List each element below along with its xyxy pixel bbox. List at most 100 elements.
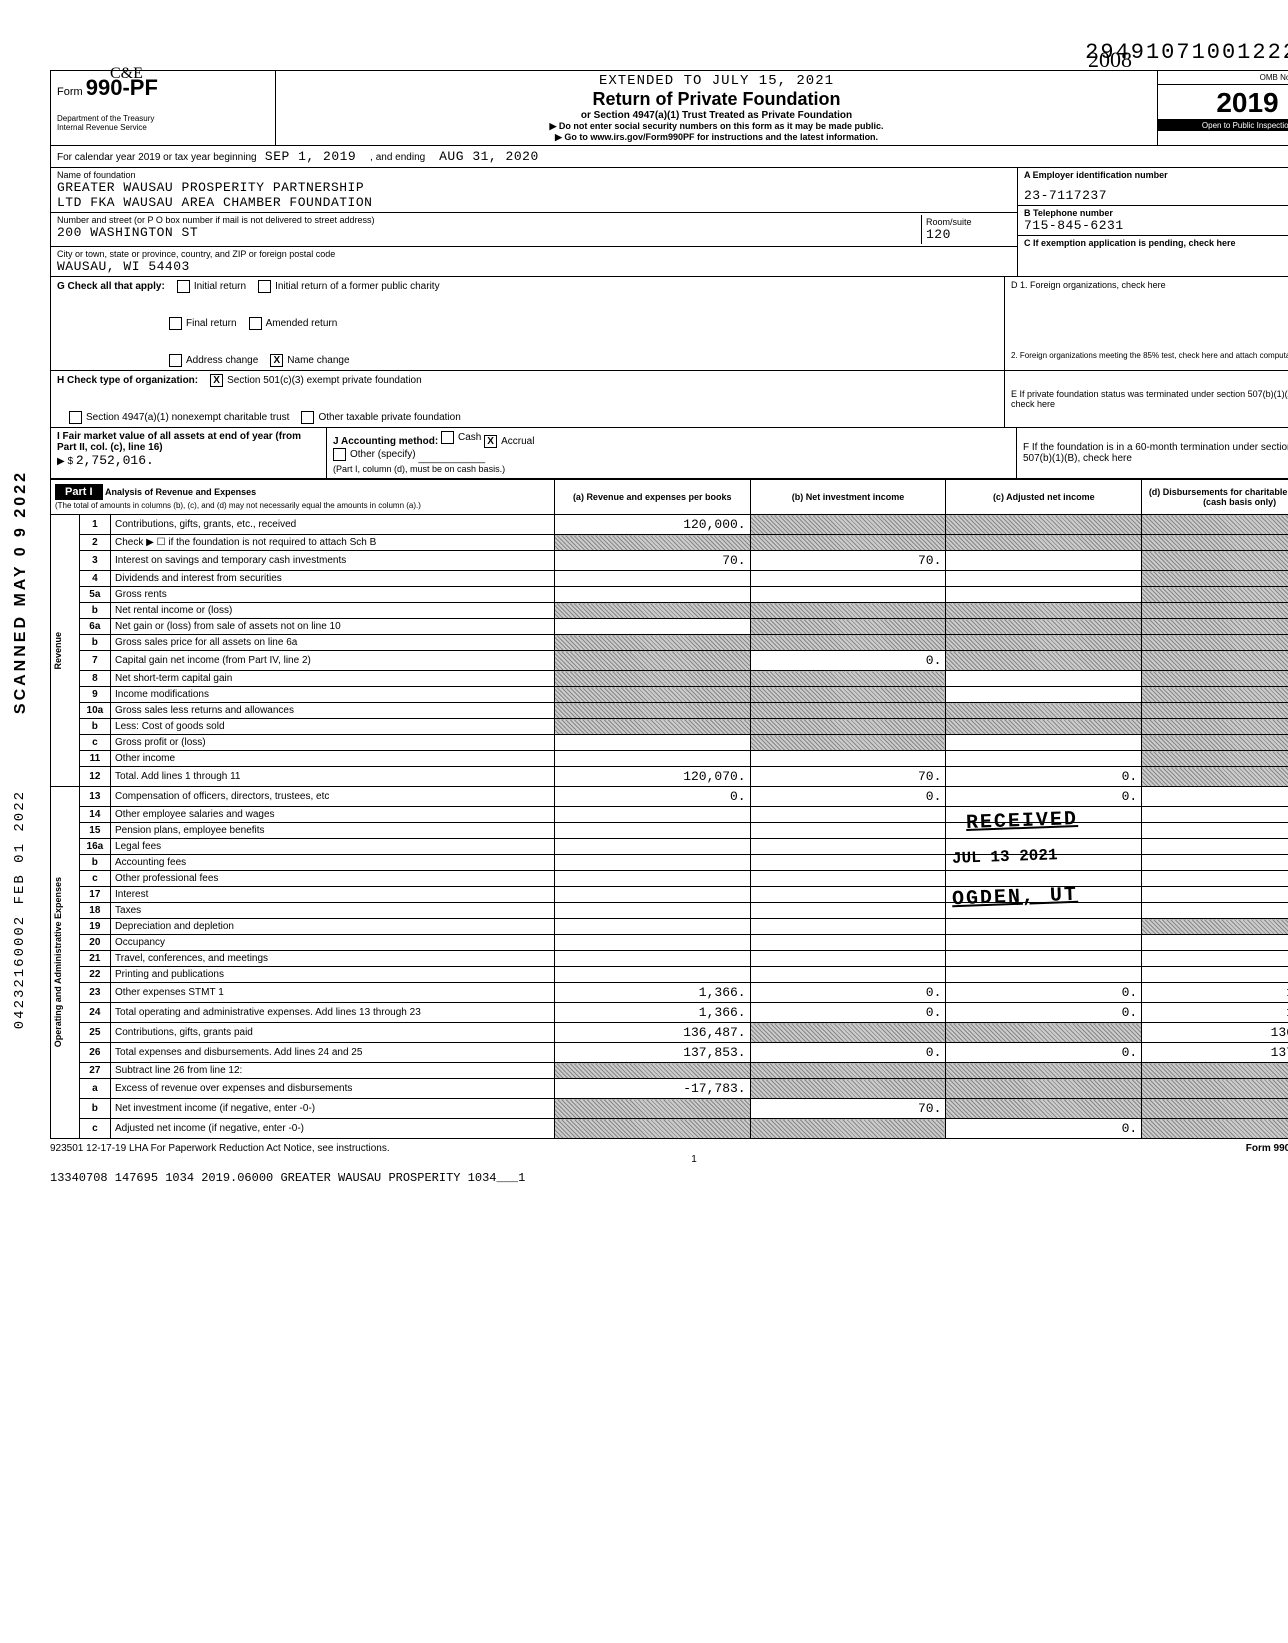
amount-cell (946, 919, 1142, 935)
instructions-link: ▶ Go to www.irs.gov/Form990PF for instru… (280, 132, 1153, 143)
line-label: Occupancy (111, 935, 555, 951)
amount-cell (1142, 1099, 1288, 1119)
amount-cell: 70. (750, 1099, 946, 1119)
d1-label: D 1. Foreign organizations, check here (1011, 280, 1166, 296)
line-number: 22 (79, 967, 110, 983)
line-label: Net investment income (if negative, ente… (111, 1099, 555, 1119)
amount-cell (946, 967, 1142, 983)
line-number: 7 (79, 651, 110, 671)
line-label: Net rental income or (loss) (111, 603, 555, 619)
initial-former-pc-checkbox[interactable] (258, 280, 271, 293)
amount-cell: 70. (750, 767, 946, 787)
line-number: 16a (79, 839, 110, 855)
amended-return-checkbox[interactable] (249, 317, 262, 330)
amount-cell: 0. (946, 1043, 1142, 1063)
amount-cell (750, 535, 946, 551)
amount-cell (750, 619, 946, 635)
amount-cell (1142, 951, 1288, 967)
amount-cell: 0. (1142, 787, 1288, 807)
amount-cell: 0. (554, 787, 750, 807)
opt-501c3: Section 501(c)(3) exempt private foundat… (227, 375, 422, 386)
amount-cell (946, 719, 1142, 735)
amount-cell (750, 951, 946, 967)
amount-cell (750, 603, 946, 619)
line-label: Gross sales price for all assets on line… (111, 635, 555, 651)
amount-cell (554, 635, 750, 651)
page-number: 1 (50, 1154, 1288, 1165)
final-return-checkbox[interactable] (169, 317, 182, 330)
amount-cell (554, 903, 750, 919)
amount-cell (1142, 935, 1288, 951)
received-stamp: RECEIVED (966, 808, 1079, 835)
amount-cell (1142, 839, 1288, 855)
line-number: c (79, 1119, 110, 1139)
tax-year-begin: SEP 1, 2019 (265, 149, 356, 164)
amount-cell (750, 735, 946, 751)
cash-checkbox[interactable] (441, 431, 454, 444)
line-number: 1 (79, 515, 110, 535)
amount-cell: 0. (946, 787, 1142, 807)
amount-cell (750, 855, 946, 871)
fmv-amount: 2,752,016. (76, 453, 154, 468)
line-number: a (79, 1079, 110, 1099)
amount-cell (946, 703, 1142, 719)
amount-cell (1142, 871, 1288, 887)
line-label: Pension plans, employee benefits (111, 823, 555, 839)
name-change-checkbox[interactable]: X (270, 354, 283, 367)
line-number: c (79, 735, 110, 751)
amount-cell: 70. (750, 551, 946, 571)
form-prefix: Form (57, 86, 83, 98)
line-number: 21 (79, 951, 110, 967)
amount-cell (1142, 671, 1288, 687)
j-note: (Part I, column (d), must be on cash bas… (333, 464, 505, 474)
line-label: Travel, conferences, and meetings (111, 951, 555, 967)
line-number: 19 (79, 919, 110, 935)
line-number: b (79, 719, 110, 735)
amount-cell: 0. (750, 651, 946, 671)
line-label: Subtract line 26 from line 12: (111, 1063, 555, 1079)
part-i-title: Analysis of Revenue and Expenses (105, 487, 256, 497)
line-label: Gross sales less returns and allowances (111, 703, 555, 719)
line-label: Net short-term capital gain (111, 671, 555, 687)
amount-cell (946, 735, 1142, 751)
form-subtitle: or Section 4947(a)(1) Trust Treated as P… (280, 110, 1153, 121)
line-label: Depreciation and depletion (111, 919, 555, 935)
other-taxable-pf-checkbox[interactable] (301, 411, 314, 424)
amount-cell (1142, 903, 1288, 919)
batch-code: 04232160002 FEB 01 2022 (12, 790, 28, 1029)
4947a1-checkbox[interactable] (69, 411, 82, 424)
amount-cell (1142, 603, 1288, 619)
amount-cell (554, 619, 750, 635)
initial-return-checkbox[interactable] (177, 280, 190, 293)
amount-cell (554, 1099, 750, 1119)
line-number: 27 (79, 1063, 110, 1079)
line-number: c (79, 871, 110, 887)
amount-cell (750, 1063, 946, 1079)
amount-cell (946, 571, 1142, 587)
501c3-checkbox[interactable]: X (210, 374, 223, 387)
phone-label: B Telephone number (1024, 208, 1288, 218)
amount-cell (1142, 855, 1288, 871)
amount-cell (554, 855, 750, 871)
amount-cell: 0. (750, 1003, 946, 1023)
line-label: Compensation of officers, directors, tru… (111, 787, 555, 807)
opt-other: Other (specify) (350, 449, 416, 460)
amount-cell (946, 687, 1142, 703)
foundation-name-1: GREATER WAUSAU PROSPERITY PARTNERSHIP (57, 180, 1011, 195)
amount-cell (554, 1063, 750, 1079)
amount-cell (946, 551, 1142, 571)
opt-amended-return: Amended return (266, 318, 338, 329)
amount-cell (554, 735, 750, 751)
amount-cell (554, 935, 750, 951)
other-method-checkbox[interactable] (333, 448, 346, 461)
amount-cell (1142, 767, 1288, 787)
address-change-checkbox[interactable] (169, 354, 182, 367)
accrual-checkbox[interactable]: X (484, 435, 497, 448)
scanned-stamp: SCANNED MAY 0 9 2022 (12, 470, 30, 714)
h-label: H Check type of organization: (57, 375, 198, 386)
amount-cell (1142, 535, 1288, 551)
opt-initial-return: Initial return (194, 281, 246, 292)
opex-label: Operating and Administrative Expenses (51, 875, 65, 1049)
line-number: 26 (79, 1043, 110, 1063)
amount-cell: 1,366. (554, 983, 750, 1003)
